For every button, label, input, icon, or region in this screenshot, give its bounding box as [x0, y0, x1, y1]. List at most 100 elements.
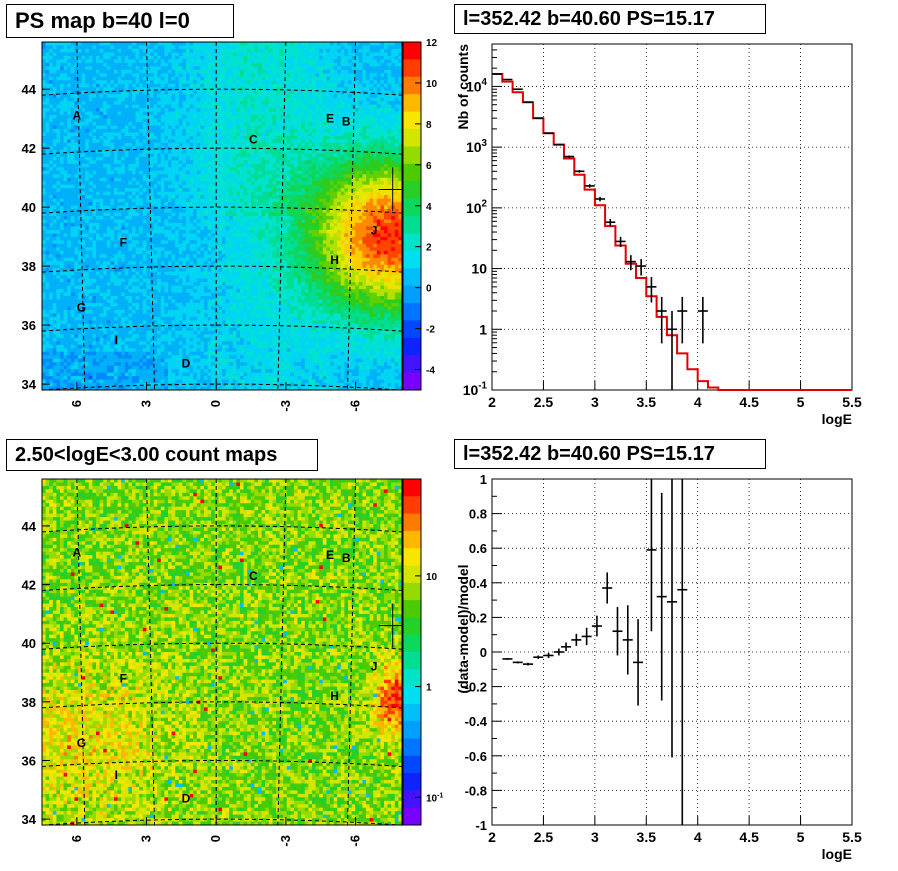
colorbar-segment [403, 496, 421, 515]
data-point [564, 155, 575, 158]
colorbar-label: 10 [426, 572, 438, 583]
map-frame [41, 478, 403, 826]
residual-point [553, 648, 564, 656]
source-label: J [371, 224, 378, 238]
colorbar-segment [403, 582, 421, 601]
y-tick-label: -0.8 [465, 783, 487, 798]
map-meridian [347, 41, 357, 391]
colorbar-label: -4 [426, 366, 435, 377]
colorbar-segment [403, 617, 421, 636]
residual-panel: 2 2.5 3 3.5 4 4.5 5 5.5 -1 -0.8 -0.6 -0.4 -0.2 0 0.2 0.… [455, 472, 862, 862]
y-tick-label: 40 [22, 200, 36, 215]
colorbar-segment [403, 146, 421, 165]
x-tick-label: 4.5 [739, 829, 759, 845]
colorbar-segment [403, 198, 421, 217]
colorbar-segment [403, 163, 421, 182]
residual-point [561, 642, 572, 652]
map-frame [41, 41, 403, 391]
colorbar-segment [403, 530, 421, 549]
colorbar-segment [403, 372, 421, 391]
colorbar-segment [403, 94, 421, 113]
x-tick-label: 3.5 [637, 394, 657, 410]
residual-point [543, 652, 554, 659]
y-tick-label: 0 [480, 645, 487, 660]
colorbar-frame [402, 41, 422, 391]
x-tick-label: 4.5 [739, 394, 759, 410]
source-label: D [182, 792, 191, 806]
map-meridian [277, 478, 287, 826]
x-tick-label: -3 [278, 835, 293, 847]
source-label: A [73, 109, 82, 123]
residual-point [646, 479, 657, 632]
data-point [553, 143, 564, 146]
x-tick-label: 3.5 [637, 829, 657, 845]
y-tick-label: 1 [479, 321, 487, 337]
source-label: F [120, 671, 127, 685]
x-axis-label: logE [822, 846, 852, 862]
colorbar-label: 0 [426, 284, 432, 295]
colorbar-label: 12 [426, 38, 438, 49]
model-histogram [492, 73, 852, 391]
data-point [677, 296, 688, 344]
residual-point [677, 479, 688, 825]
colorbar-segment [403, 320, 421, 339]
source-label: A [73, 545, 82, 559]
colorbar-segment [403, 721, 421, 739]
y-tick-label: 38 [22, 259, 36, 274]
colorbar-segment [403, 181, 421, 200]
data-point [605, 218, 616, 226]
colorbar-segment [403, 790, 421, 809]
x-tick-label: 2 [488, 829, 496, 845]
y-tick-label: 36 [22, 318, 36, 333]
colorbar-label: 1 [426, 683, 432, 694]
source-label: J [371, 660, 378, 674]
x-tick-label: -6 [348, 835, 363, 847]
source-label: H [330, 253, 339, 267]
source-label: B [342, 551, 351, 565]
source-label: I [115, 768, 118, 782]
y-tick-label: 42 [22, 578, 36, 593]
x-tick-label: 2.5 [534, 394, 554, 410]
y-tick-label: -0.2 [465, 680, 487, 695]
x-tick-label: 6 [69, 400, 84, 407]
map-meridian [347, 478, 357, 826]
map-grid [41, 41, 403, 391]
x-tick-label: 3 [591, 394, 599, 410]
residual-point [591, 615, 602, 637]
colorbar-segment [403, 807, 421, 826]
x-tick-label: 2.5 [534, 829, 554, 845]
data-point [656, 296, 667, 344]
residual-point [533, 655, 544, 659]
source-label: E [326, 548, 334, 562]
map-meridian [76, 41, 86, 391]
x-tick-label: 5.5 [842, 394, 862, 410]
x-axis-label: logE [822, 411, 852, 427]
colorbar-segment [403, 634, 421, 653]
colorbar-label: 6 [426, 161, 432, 172]
x-tick-label: 5.5 [842, 829, 862, 845]
count-map-panel: 34 36 38 40 42 44 6 3 0 -3 -6 A B C D E F G H I J 10 1 10-1 [22, 478, 443, 847]
source-label: G [77, 736, 86, 750]
map-meridian [146, 41, 156, 391]
residual-point [502, 658, 513, 660]
y-tick-label: 44 [22, 519, 37, 534]
x-tick-label: 0 [208, 835, 223, 842]
colorbar-segment [403, 111, 421, 130]
map-meridian [146, 478, 156, 826]
colorbar-segment [403, 652, 421, 670]
colorbar-segment [403, 59, 421, 78]
y-tick-label: 103 [466, 138, 488, 155]
map-meridian [277, 41, 287, 391]
source-label: I [115, 333, 118, 347]
spectrum-title: l=352.42 b=40.60 PS=15.17 [454, 4, 766, 34]
colorbar-segment [403, 250, 421, 269]
y-tick-label: -1 [475, 818, 487, 833]
ps-map-title: PS map b=40 l=0 [6, 4, 234, 38]
spectrum-panel: 2 2.5 3 3.5 4 4.5 5 5.5 10-1 1 10 102 103 104 logE Nb o… [455, 43, 862, 427]
colorbar-label: 2 [426, 243, 432, 254]
y-tick-label: 1 [480, 472, 487, 487]
colorbar-frame [402, 478, 422, 826]
data-point [625, 255, 636, 271]
x-tick-label: 5 [797, 394, 805, 410]
